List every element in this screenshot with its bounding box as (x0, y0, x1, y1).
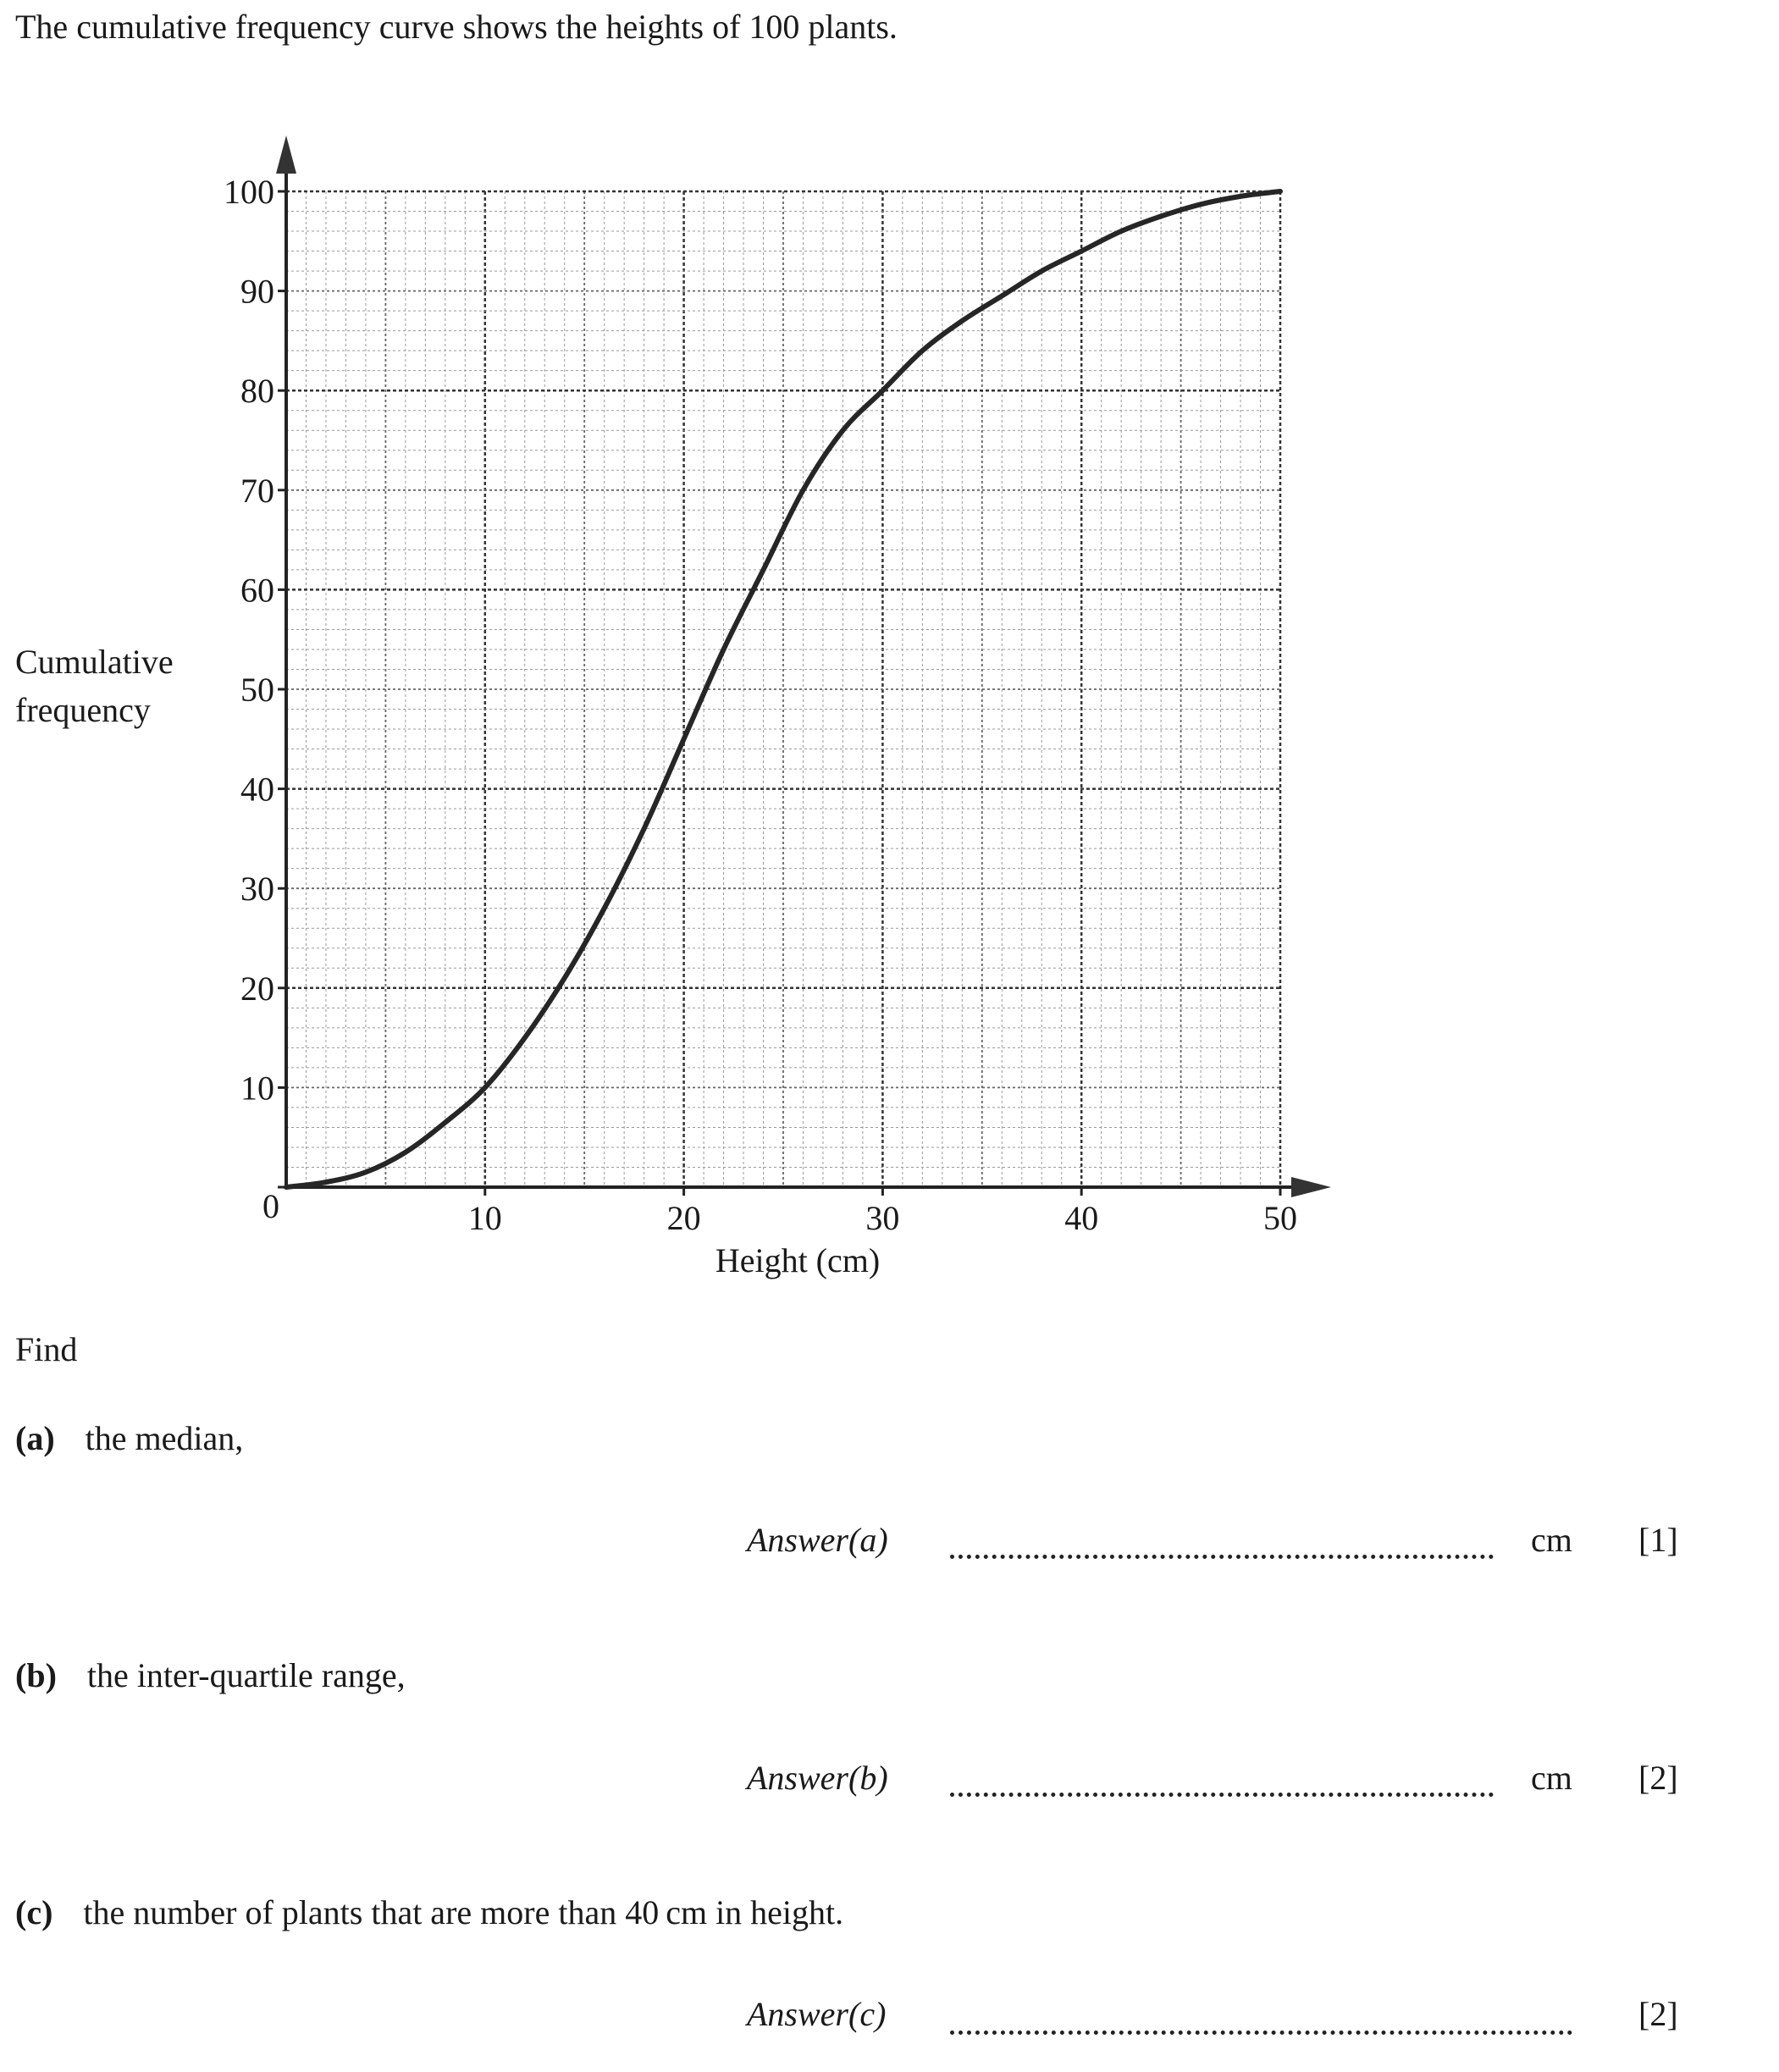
x-axis-arrow-icon (1291, 1177, 1331, 1197)
x-tick-label: 40 (1064, 1199, 1098, 1237)
x-axis-label: Height (cm) (715, 1241, 880, 1279)
answer-a-label: Answer(a) (747, 1521, 888, 1559)
y-axis-arrow-icon (276, 135, 296, 174)
y-tick-label: 30 (240, 870, 274, 908)
answer-a-unit: cm (1531, 1521, 1572, 1559)
tick-labels: 0 10 20 30 40 50 60 70 80 90 100 10 20 30 40 50 (224, 173, 1297, 1237)
y-tick-label: 80 (240, 372, 274, 410)
question-a-label: (a) (15, 1419, 55, 1457)
question-b: (b) the inter-quartile range, (15, 1655, 406, 1695)
answer-c-field[interactable] (950, 2031, 1572, 2035)
y-tick-label: 70 (240, 472, 274, 510)
y-tick-label: 0 (262, 1187, 279, 1225)
answer-b-marks: [2] (1638, 1759, 1678, 1797)
question-b-text: the inter-quartile range, (86, 1656, 406, 1694)
x-tick-label: 30 (865, 1199, 899, 1237)
answer-b-label: Answer(b) (747, 1759, 888, 1797)
y-tick-label: 40 (240, 771, 274, 809)
y-tick-label: 20 (240, 970, 274, 1008)
y-tick-label: 100 (224, 173, 274, 211)
question-a-text: the median, (85, 1419, 244, 1457)
y-tick-label: 10 (240, 1069, 274, 1107)
y-axis-label-line-1: Cumulative (15, 643, 174, 681)
grid (285, 190, 1282, 1189)
answer-a-field[interactable] (950, 1555, 1494, 1559)
axes (276, 135, 1331, 1197)
y-tick-label: 60 (240, 571, 274, 609)
answer-a-marks: [1] (1638, 1521, 1678, 1559)
answer-c-marks: [2] (1638, 1995, 1678, 2033)
question-a: (a) the median, (15, 1418, 243, 1458)
y-axis-label-line-2: frequency (15, 691, 151, 729)
answer-b-unit: cm (1531, 1759, 1572, 1797)
answer-c-label: Answer(c) (747, 1995, 887, 2033)
y-tick-label: 90 (240, 273, 274, 311)
question-c-text: the number of plants that are more than … (83, 1893, 844, 1931)
question-c-label: (c) (15, 1893, 53, 1931)
find-instruction: Find (15, 1330, 78, 1368)
cumulative-frequency-curve (284, 189, 1283, 1190)
x-tick-label: 20 (667, 1199, 701, 1237)
y-tick-label: 50 (240, 671, 274, 709)
answer-b-field[interactable] (950, 1793, 1494, 1797)
question-c: (c) the number of plants that are more th… (15, 1892, 843, 1932)
intro-text: The cumulative frequency curve shows the… (15, 8, 898, 46)
cumulative-frequency-chart: 0 10 20 30 40 50 60 70 80 90 100 10 20 30 40 50 Cumulat… (15, 135, 1331, 1279)
x-tick-label: 10 (468, 1199, 502, 1237)
x-tick-label: 50 (1263, 1199, 1297, 1237)
question-b-label: (b) (15, 1656, 57, 1694)
